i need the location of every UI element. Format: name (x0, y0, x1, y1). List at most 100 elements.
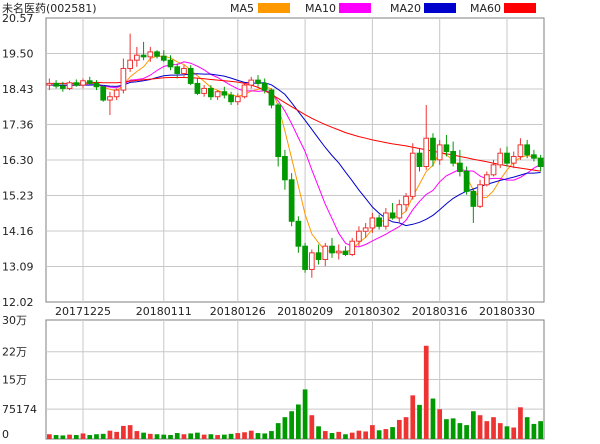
candlestick (329, 237, 335, 258)
candlestick (167, 55, 174, 71)
candlestick (140, 41, 147, 61)
candlestick (160, 50, 167, 62)
volume-bar (497, 423, 503, 439)
legend-label-ma60: MA60 (470, 2, 501, 15)
candlestick (504, 146, 510, 167)
candle-body (275, 104, 282, 158)
candlestick (308, 249, 315, 278)
candlestick (349, 237, 356, 257)
candlestick (120, 58, 127, 94)
volume-bar (524, 417, 530, 439)
volume-bar (329, 433, 335, 439)
legend-swatch-ma20 (424, 3, 456, 13)
volume-bar (376, 430, 382, 439)
volume-bar (518, 407, 523, 439)
candle-body (450, 151, 457, 164)
candle-body (147, 51, 154, 58)
candle-body (409, 152, 416, 197)
volume-bar (174, 433, 180, 439)
candle-body (86, 80, 93, 84)
volume-bar (134, 431, 140, 439)
volume-bar (73, 435, 79, 439)
volume-bar (127, 425, 133, 439)
candle-body (201, 87, 208, 94)
candle-body (268, 89, 275, 106)
volume-bar (221, 434, 227, 439)
candle-body (107, 96, 113, 101)
volume-bar (100, 433, 106, 439)
candle-body (335, 250, 342, 254)
candlestick (396, 199, 403, 223)
volume-bar (403, 417, 409, 439)
candlestick (154, 50, 160, 59)
candle-body (524, 144, 531, 156)
volume-bar (235, 433, 241, 439)
volume-bar (444, 419, 449, 439)
date-tick-label: 20180302 (344, 305, 400, 318)
candlestick (403, 193, 409, 212)
volume-bar (484, 421, 490, 439)
candlestick (59, 81, 66, 92)
candlestick (302, 242, 308, 273)
volume-bar (464, 425, 469, 439)
candlestick (376, 214, 382, 230)
candlestick (423, 105, 430, 170)
candle-body (221, 91, 228, 96)
candlestick (288, 173, 295, 227)
candle-body (356, 230, 362, 242)
volume-bar (53, 435, 59, 439)
candlestick (369, 212, 376, 233)
price-tick-label: 12.02 (2, 296, 34, 309)
volume-bar (309, 415, 315, 439)
candlestick (147, 46, 154, 62)
candlestick (80, 78, 86, 89)
legend-swatch-ma10 (339, 3, 371, 13)
volume-bar (504, 426, 510, 439)
candle-body (282, 156, 288, 181)
candlestick (107, 91, 113, 115)
candlestick (490, 159, 497, 177)
volume-bar (147, 433, 153, 439)
price-tick-label: 15.23 (2, 190, 34, 203)
price-tick-label: 16.30 (2, 154, 34, 167)
candle-body (315, 252, 322, 260)
volume-bar (410, 395, 416, 439)
volume-bar (370, 425, 375, 439)
candlestick (221, 86, 228, 99)
candle-body (531, 154, 537, 159)
candle-body (288, 179, 295, 222)
candle-body (194, 82, 201, 94)
candlestick (436, 139, 443, 165)
candle-body (80, 80, 86, 86)
candlestick (356, 226, 362, 247)
candlestick (335, 244, 342, 260)
volume-bar (114, 431, 120, 439)
volume-bar (181, 434, 187, 439)
candle-body (66, 82, 73, 89)
date-tick-label: 20180330 (479, 305, 535, 318)
date-tick-label: 20180126 (210, 305, 266, 318)
volume-bar (161, 434, 167, 439)
volume-bar (47, 434, 52, 439)
grid-lines (46, 18, 544, 439)
candlestick (214, 90, 221, 101)
volume-bar (80, 433, 86, 439)
volume-bar (491, 417, 496, 439)
candlestick (531, 149, 537, 162)
candlestick (187, 65, 194, 86)
price-tick-label: 17.36 (2, 119, 34, 132)
candlestick (73, 79, 80, 87)
candlestick (517, 138, 524, 160)
candle-body (470, 190, 477, 207)
candlestick (234, 93, 241, 106)
candlestick (100, 85, 107, 102)
candlestick (430, 133, 436, 167)
candlestick (66, 80, 73, 91)
volume-axis: 30万 22万 15万 75174 0 (2, 314, 37, 441)
candle-body (396, 204, 403, 219)
legend-swatch-ma60 (504, 3, 536, 13)
volume-bar (141, 432, 146, 439)
candle-body (477, 184, 483, 207)
candle-body (46, 82, 53, 86)
volume-tick-label: 75174 (2, 403, 37, 416)
